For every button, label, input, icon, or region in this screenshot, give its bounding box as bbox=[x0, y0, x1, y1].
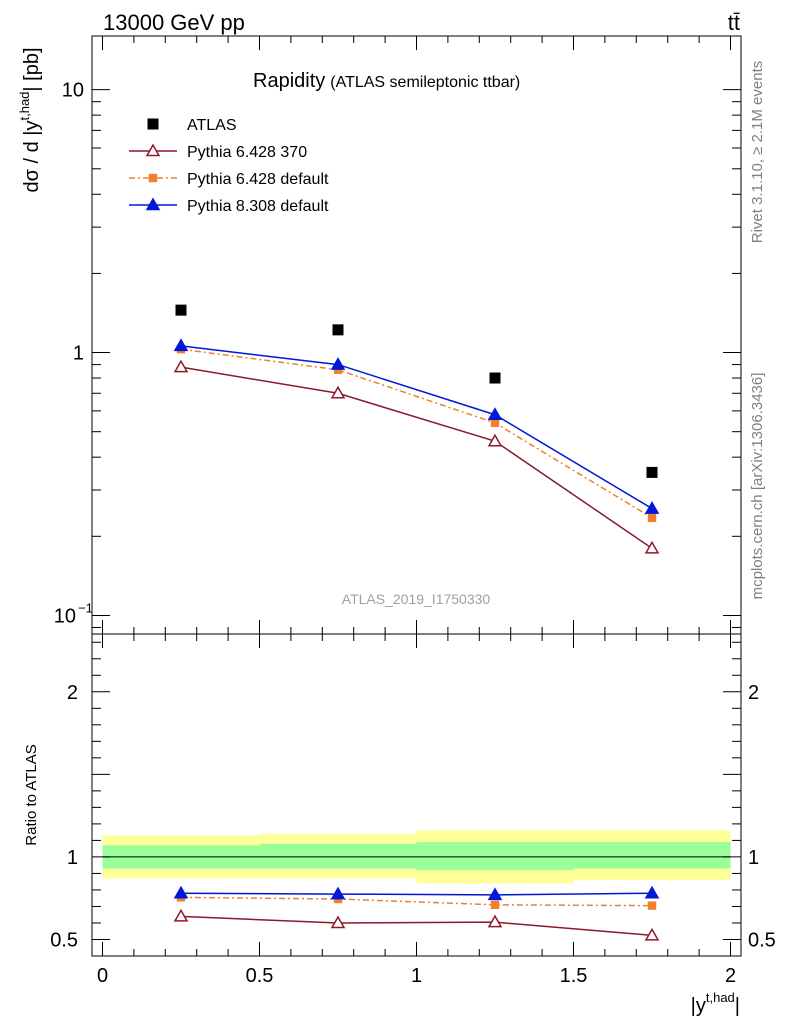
x-tick-label-0: 0 bbox=[97, 965, 108, 987]
ratio-series-1-point-3 bbox=[647, 901, 657, 910]
ratio-line-2 bbox=[180, 892, 653, 896]
legend-label-2: Pythia 8.308 default bbox=[187, 198, 329, 215]
series-0-point-0 bbox=[173, 359, 189, 373]
ratio-series-0-point-3 bbox=[644, 927, 660, 941]
series-line-0 bbox=[180, 366, 653, 549]
energy-label: 13000 GeV pp bbox=[103, 10, 245, 35]
series-0-point-3 bbox=[644, 540, 660, 554]
ratio-series-1-point-2 bbox=[490, 900, 500, 910]
process-label: tt̄ bbox=[728, 10, 740, 35]
y-axis-title-sup: t,had bbox=[17, 92, 32, 121]
y-tick-label-2: 10 bbox=[62, 80, 84, 102]
series-line-1 bbox=[180, 348, 653, 519]
ratio-series-2-point-2 bbox=[487, 887, 503, 901]
x-tick-label-1: 0.5 bbox=[246, 965, 274, 987]
ratio-tick-label-right-2: 2 bbox=[748, 682, 759, 704]
legend-label-1: Pythia 6.428 default bbox=[187, 171, 329, 188]
ratio-inner-band-3 bbox=[573, 842, 731, 869]
y-tick-label-exp-0: −1 bbox=[78, 600, 93, 615]
x-tick-label-4: 2 bbox=[725, 965, 736, 987]
y-axis-title: dσ / d |yt,had| [pb] bbox=[17, 47, 43, 192]
ratio-tick-label-right-1: 1 bbox=[748, 847, 759, 869]
watermark-label: ATLAS_2019_I1750330 bbox=[342, 591, 491, 607]
ratio-axis-title: Ratio to ATLAS bbox=[23, 744, 40, 845]
data-point-0 bbox=[175, 304, 187, 316]
source-label: mcplots.cern.ch [arXiv:1306.3436] bbox=[749, 373, 766, 600]
legend: ATLAS Pythia 6.428 370 Pythia 6.428 defaul… bbox=[129, 117, 329, 215]
x-tick-label-3: 1.5 bbox=[560, 965, 588, 987]
legend-label-data: ATLAS bbox=[187, 117, 237, 134]
series-0-point-2 bbox=[487, 433, 503, 447]
x-axis-title-sup: t,had bbox=[706, 990, 735, 1005]
series-1-point-2 bbox=[490, 418, 500, 428]
ratio-plot-frame bbox=[91, 633, 742, 957]
ratio-tick-label-0: 0.5 bbox=[50, 929, 78, 951]
x-axis-title-tail: | bbox=[735, 995, 740, 1017]
ratio-inner-band-2 bbox=[416, 842, 574, 871]
series-1-point-3 bbox=[647, 513, 657, 523]
ratio-line-0 bbox=[180, 915, 653, 937]
x-axis-title: |yt,had| bbox=[691, 990, 740, 1017]
legend-marker-1 bbox=[148, 173, 158, 183]
data-point-2 bbox=[489, 372, 501, 384]
ratio-tick-label-1: 1 bbox=[67, 847, 78, 869]
ratio-inner-band-1 bbox=[259, 843, 417, 869]
x-tick-label-2: 1 bbox=[411, 965, 422, 987]
y-axis-title-tail: | [pb] bbox=[21, 47, 43, 91]
y-tick-label-1: 1 bbox=[73, 343, 84, 365]
series-2-point-3 bbox=[644, 501, 660, 514]
y-tick-label-0: 10 bbox=[54, 605, 76, 627]
chart-title-main: Rapidity bbox=[253, 70, 325, 92]
ratio-series-2-point-3 bbox=[644, 885, 660, 899]
chart-subtitle: (ATLAS semileptonic ttbar) bbox=[330, 74, 520, 91]
chart-title: Rapidity (ATLAS semileptonic ttbar) bbox=[253, 70, 520, 92]
ratio-series-0-point-1 bbox=[330, 915, 346, 929]
ratio-series-0-point-2 bbox=[487, 914, 503, 928]
series-2-point-0 bbox=[173, 338, 189, 352]
series-2-point-2 bbox=[487, 407, 503, 420]
ratio-tick-label-2: 2 bbox=[67, 682, 78, 704]
ratio-series-2-point-1 bbox=[330, 886, 346, 900]
data-point-3 bbox=[646, 466, 658, 478]
series-line-2 bbox=[180, 345, 653, 510]
data-point-1 bbox=[332, 324, 344, 336]
legend-marker-data bbox=[147, 118, 159, 130]
ratio-line-1 bbox=[180, 896, 653, 907]
legend-marker-2 bbox=[145, 197, 161, 211]
legend-marker-0 bbox=[145, 143, 161, 157]
legend-label-0: Pythia 6.428 370 bbox=[187, 144, 307, 161]
series-0-point-1 bbox=[330, 385, 346, 399]
rivet-label: Rivet 3.1.10, ≥ 2.1M events bbox=[749, 61, 766, 244]
ratio-plot-panel: 0 0.5 1 1.5 2 0.5 0.5 1 1 2 2 bbox=[50, 633, 776, 987]
series-2-point-1 bbox=[330, 357, 346, 370]
ratio-series-0-point-0 bbox=[173, 908, 189, 922]
ratio-series-2-point-0 bbox=[173, 885, 189, 899]
ratio-tick-label-right-0: 0.5 bbox=[748, 929, 776, 951]
